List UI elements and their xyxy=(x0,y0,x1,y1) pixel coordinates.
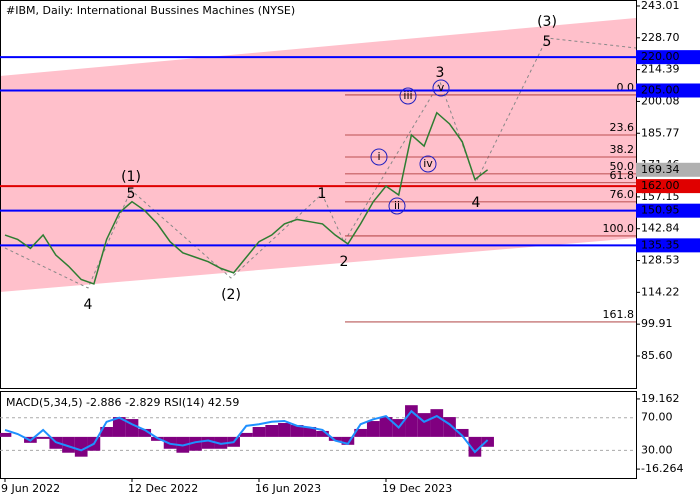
rsi-tick-label: 30.00 xyxy=(641,443,673,456)
macd-bar xyxy=(430,409,444,437)
wave-label: ii xyxy=(394,199,400,212)
rsi-line xyxy=(4,409,489,454)
fib-label: 50.0 xyxy=(610,160,635,173)
fib-label: 61.8 xyxy=(610,169,635,182)
y-tick-label: 128.53 xyxy=(641,254,680,267)
wave-circle xyxy=(388,197,406,215)
macd-bar xyxy=(138,428,152,437)
wave-label: iv xyxy=(423,157,433,170)
y-tick-label: 142.84 xyxy=(641,222,680,235)
y-tick-label: 99.91 xyxy=(641,317,673,330)
level-label: 205.00 xyxy=(641,83,680,96)
macd-bar xyxy=(341,436,355,445)
level-box xyxy=(636,203,700,218)
fib-label: 38.2 xyxy=(610,143,635,156)
macd-bar xyxy=(316,430,329,437)
level-box xyxy=(636,83,700,98)
y-tick-label: 185.77 xyxy=(641,126,680,139)
y-tick-label: 114.22 xyxy=(641,285,680,298)
macd-bar xyxy=(36,436,50,439)
level-label: 150.95 xyxy=(641,204,680,217)
price-label: 169.34 xyxy=(641,163,680,176)
y-tick-label: 214.39 xyxy=(641,63,680,76)
wave-label: 3 xyxy=(436,65,445,81)
x-tick-label: 19 Dec 2023 xyxy=(382,482,452,495)
wave-circle xyxy=(370,148,388,166)
channel xyxy=(0,18,636,292)
macd-bar xyxy=(481,436,494,447)
macd-bar xyxy=(468,436,482,457)
wave-label: v xyxy=(438,81,445,94)
macd-bar xyxy=(366,421,380,437)
x-tick-label: 16 Jun 2023 xyxy=(255,482,321,495)
y-tick-label: 200.08 xyxy=(641,94,680,107)
macd-tick-label: 19.162 xyxy=(641,392,680,405)
fib-label: 76.0 xyxy=(610,188,635,201)
macd-bar xyxy=(201,436,215,449)
wave-label: (2) xyxy=(221,287,241,303)
macd-bar xyxy=(290,424,304,437)
price-line xyxy=(4,111,489,285)
chart-title: #IBM, Daily: International Bussines Mach… xyxy=(6,4,295,17)
macd-bar xyxy=(328,436,342,441)
wave-circle xyxy=(432,79,450,97)
y-tick-label: 228.70 xyxy=(641,31,680,44)
level-label: 162.00 xyxy=(641,179,680,192)
rsi-tick-label: 70.00 xyxy=(641,411,673,424)
macd-bar xyxy=(354,428,367,437)
wave-path xyxy=(4,37,637,289)
macd-bar xyxy=(112,417,126,437)
wave-label: i xyxy=(377,150,380,163)
wave-label: iii xyxy=(403,89,412,102)
indicator-label: MACD(5,34,5) -2.886 -2.829 RSI(14) 42.59 xyxy=(6,396,239,409)
x-tick-label: 9 Jun 2022 xyxy=(1,482,60,495)
macd-bar xyxy=(417,413,431,437)
macd-bar xyxy=(62,436,75,453)
y-tick-label: 157.15 xyxy=(641,190,680,203)
macd-bar xyxy=(303,426,317,437)
main-frame xyxy=(0,0,637,389)
wave-label: 5 xyxy=(543,34,552,50)
wave-label: 2 xyxy=(340,254,349,270)
macd-bar xyxy=(189,436,202,451)
y-tick-label: 243.01 xyxy=(641,0,680,12)
macd-tick-label: -16.264 xyxy=(641,462,683,475)
level-box xyxy=(636,50,700,65)
price-box xyxy=(636,162,700,177)
macd-bar xyxy=(0,432,12,437)
wave-label: (1) xyxy=(121,169,141,185)
macd-bar xyxy=(100,426,113,437)
wave-label: 4 xyxy=(84,297,93,313)
y-tick-label: 85.60 xyxy=(641,349,673,362)
macd-bar xyxy=(74,436,88,457)
wave-circle xyxy=(399,87,417,105)
wave-circle xyxy=(419,155,437,173)
macd-bar xyxy=(252,426,266,437)
fib-label: 100.0 xyxy=(603,222,635,235)
wave-label: (3) xyxy=(537,14,557,30)
macd-bar xyxy=(379,417,393,437)
level-box xyxy=(636,179,700,194)
level-box xyxy=(636,238,700,253)
fib-label: 161.8 xyxy=(603,308,635,321)
x-tick-label: 12 Dec 2022 xyxy=(128,482,198,495)
level-label: 135.35 xyxy=(641,238,680,251)
macd-bar xyxy=(455,428,469,437)
macd-bar xyxy=(278,423,291,437)
level-label: 220.00 xyxy=(641,50,680,63)
wave-label: 4 xyxy=(472,195,481,211)
fib-label: 23.6 xyxy=(610,121,635,134)
wave-label: 1 xyxy=(318,186,327,202)
macd-bar xyxy=(265,424,279,437)
wave-label: 5 xyxy=(127,186,136,202)
macd-bar xyxy=(239,432,253,437)
fib-label: 0.0 xyxy=(617,81,635,94)
